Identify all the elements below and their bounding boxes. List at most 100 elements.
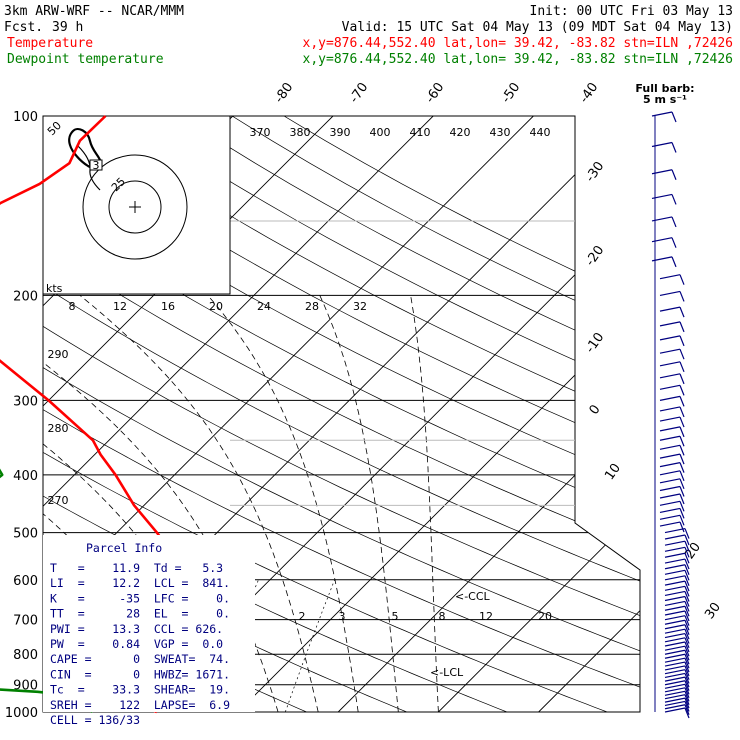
wind-barb-flag — [684, 601, 690, 612]
dry-adiabat — [43, 116, 640, 712]
wind-barb — [664, 605, 686, 611]
model-title: 3km ARW-WRF -- NCAR/MMM — [4, 4, 184, 19]
wind-barb-flag — [671, 216, 677, 228]
theta-label: 390 — [330, 126, 351, 139]
wind-barb — [664, 585, 686, 591]
wind-barb — [664, 527, 686, 534]
wind-barb — [664, 697, 686, 703]
wind-barb-flag — [679, 493, 685, 505]
wind-barb-flag — [684, 704, 690, 715]
dewpoint-location: x,y=876.44,552.40 lat,lon= 39.42, -83.82… — [303, 52, 733, 67]
wind-barb-flag — [684, 645, 690, 657]
wind-barb — [664, 624, 686, 630]
parcel-info-panel: Parcel Info T = 11.9 Td = 5.3LI = 12.2 L… — [43, 535, 255, 727]
parcel-title: Parcel Info — [86, 541, 162, 555]
wind-barb-flag — [684, 680, 690, 691]
wind-barb — [664, 637, 686, 643]
dry-adiabat — [180, 116, 640, 712]
wind-barb — [659, 321, 681, 327]
wind-barb-flag — [679, 478, 685, 490]
wind-barb-flag — [684, 591, 690, 602]
dry-adiabat — [43, 116, 640, 712]
parcel-row: TT = 28 EL = 0. — [50, 607, 230, 621]
wind-barb-flag — [684, 697, 690, 709]
isotherm-label: -40 — [577, 80, 601, 106]
mixing-label-low: 8 — [439, 610, 446, 623]
wind-legend-value: 5 m s⁻¹ — [643, 93, 687, 106]
wind-barb — [664, 552, 686, 558]
isotherm-line — [43, 116, 534, 712]
mixing-label-low: 20 — [538, 610, 552, 623]
wind-barb-flag — [671, 237, 677, 248]
parcel-row: CELL = 136/33 — [50, 713, 140, 727]
wind-barb-flag — [684, 657, 690, 669]
dry-adiabat — [43, 116, 640, 712]
isotherm-label: 30 — [702, 600, 724, 622]
wind-barb — [664, 661, 686, 667]
theta-label: 440 — [530, 126, 551, 139]
theta-label: 370 — [250, 126, 271, 139]
wind-barb — [664, 600, 686, 607]
wind-barb — [659, 500, 681, 506]
wind-barb — [659, 306, 681, 312]
wind-barb — [659, 384, 681, 390]
wind-barb-flag — [679, 291, 685, 302]
wind-barb-flag — [684, 661, 690, 673]
wind-barb-flag — [684, 528, 690, 539]
theta-label: 430 — [490, 126, 511, 139]
theta-label-left: 270 — [48, 494, 69, 507]
isotherm-label: -60 — [423, 80, 447, 106]
valid-time: Valid: 15 UTC Sat 04 May 13 (09 MDT Sat … — [342, 20, 733, 35]
mixing-label: 24 — [257, 300, 271, 313]
wind-barb-flag — [684, 633, 690, 644]
parcel-row: CAPE = 0 SWEAT= 74. — [50, 652, 230, 666]
wind-barb — [659, 416, 681, 422]
wind-barb — [664, 564, 686, 570]
wind-barb — [664, 704, 686, 710]
wind-barb-flag — [684, 628, 690, 640]
dry-adiabat — [76, 116, 640, 712]
mixing-label: 28 — [305, 300, 319, 313]
dry-adiabat — [43, 116, 640, 712]
pressure-label: 400 — [13, 469, 38, 484]
moist-adiabat — [319, 295, 399, 712]
wind-barb-flag — [684, 586, 690, 597]
thermo-grid — [43, 116, 640, 712]
wind-barb-flag — [684, 615, 690, 626]
dry-adiabat — [43, 116, 640, 712]
pressure-label: 100 — [13, 110, 38, 125]
mixing-label-low: 12 — [479, 610, 493, 623]
wind-barb — [659, 493, 681, 499]
wind-barb-flag — [679, 436, 685, 447]
wind-barb-flag — [684, 669, 690, 680]
mixing-label-low: 5 — [392, 610, 399, 623]
isotherm-label: -30 — [583, 159, 607, 185]
wind-barb — [664, 540, 686, 546]
wind-barb — [664, 610, 686, 616]
wind-barb — [664, 575, 686, 581]
wind-barb — [664, 690, 686, 696]
wind-barb-flag — [679, 361, 685, 373]
wind-barb-flag — [679, 321, 685, 333]
wind-barb-flag — [684, 641, 690, 653]
wind-barb-flag — [684, 575, 690, 587]
dry-adiabat — [43, 116, 640, 712]
hodograph-box — [42, 115, 231, 295]
forecast-hour: 39 h — [52, 20, 83, 35]
wind-barb — [664, 619, 686, 625]
pressure-label: 200 — [13, 289, 38, 304]
wind-barb-flag — [679, 501, 685, 512]
wind-barb — [659, 514, 681, 520]
pressure-label: 800 — [13, 648, 38, 663]
wind-barb — [664, 700, 686, 707]
mixing-label-low: 2 — [299, 610, 306, 623]
wind-barb-flag — [684, 620, 690, 631]
isotherm-label: -10 — [583, 330, 607, 356]
wind-barb — [664, 669, 686, 675]
wind-barbs — [651, 111, 690, 719]
wind-barb-flag — [679, 486, 685, 497]
isotherm-label: 0 — [587, 402, 604, 417]
dry-adiabat — [43, 116, 640, 712]
wind-barb — [659, 274, 681, 280]
